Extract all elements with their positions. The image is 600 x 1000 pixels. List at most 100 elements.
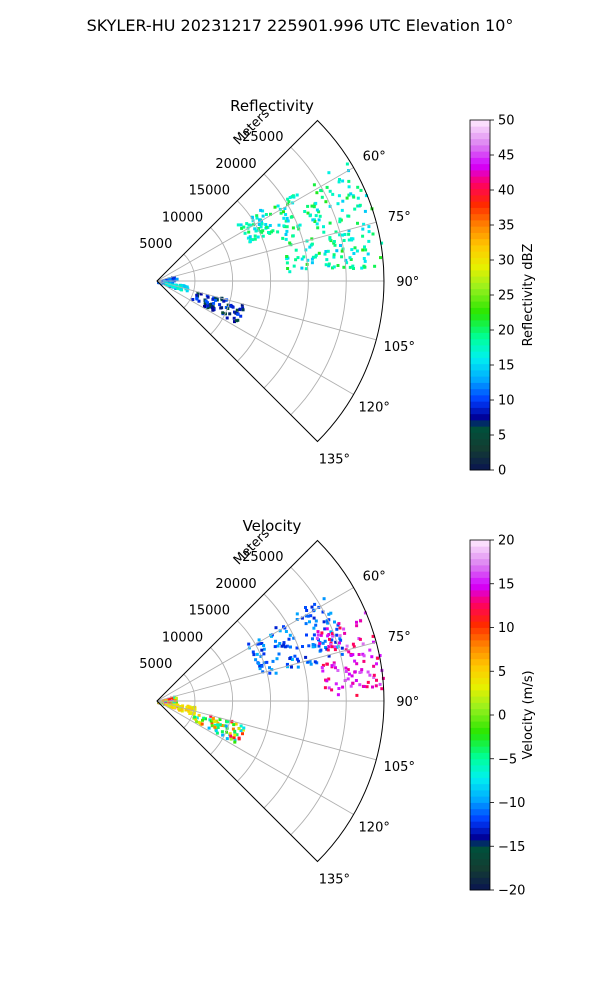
echo-gate	[239, 724, 243, 728]
echo-gate	[344, 258, 348, 262]
echo-gate	[261, 214, 265, 218]
echo-gate	[356, 204, 360, 208]
colorbar-bin	[470, 840, 490, 847]
echo-gate	[322, 225, 325, 229]
echo-gate	[179, 287, 183, 291]
echo-gate	[203, 301, 207, 305]
echo-gate	[330, 638, 334, 642]
echo-gate	[349, 654, 353, 657]
colorbar-bin	[470, 295, 490, 302]
sector-frame	[156, 119, 385, 443]
echo-gate	[225, 720, 229, 724]
angle-tick-label: 75°	[388, 630, 411, 645]
colorbar-bin	[470, 671, 490, 678]
colorbar-bin	[470, 157, 490, 165]
echo-gate	[349, 684, 353, 688]
echo-gate	[327, 686, 331, 690]
echo-gate	[245, 222, 249, 226]
echo-gate	[185, 705, 189, 709]
echo-gate	[338, 641, 341, 645]
range-ring	[263, 593, 309, 809]
echo-gate	[323, 639, 327, 643]
echo-gate	[364, 248, 368, 252]
echo-gate	[345, 644, 349, 648]
colorbar-bin	[470, 821, 490, 828]
colorbar-bin	[470, 690, 490, 697]
echo-gate	[167, 704, 171, 708]
echo-gate	[178, 284, 182, 288]
echo-gate	[284, 219, 288, 223]
echo-gate	[309, 662, 313, 666]
radial-tick-label: 5000	[139, 237, 172, 252]
echo-gate	[362, 222, 366, 226]
echo-gate	[268, 666, 271, 670]
echo-gate	[289, 215, 293, 219]
echo-gate	[248, 235, 252, 239]
echo-gate	[225, 737, 229, 741]
echo-gate	[297, 659, 300, 663]
colorbar-bin	[470, 852, 490, 860]
echo-gate	[329, 611, 333, 615]
echo-gate	[195, 296, 199, 300]
echo-gate	[282, 216, 286, 220]
echo-gate	[281, 236, 285, 240]
echo-gate	[282, 643, 286, 647]
echo-gate	[344, 670, 348, 673]
echo-gate	[327, 654, 331, 658]
echo-gate	[185, 285, 189, 289]
echo-gate	[236, 312, 240, 316]
angle-tick-label: 75°	[388, 210, 411, 225]
echo-gate	[347, 185, 351, 189]
echo-gate	[307, 644, 311, 648]
colorbar-bin	[470, 263, 490, 271]
radial-tick-label: 15000	[189, 604, 230, 619]
echo-gate	[193, 715, 197, 719]
echo-gate	[310, 257, 314, 261]
echo-gate	[326, 621, 330, 625]
echo-gate	[232, 723, 236, 727]
echo-gate	[288, 657, 292, 660]
echo-gate	[323, 627, 327, 631]
echo-gate	[363, 245, 366, 249]
echo-gate	[169, 700, 173, 704]
colorbar-bin	[470, 257, 490, 265]
echo-gate	[355, 693, 359, 697]
echo-gate	[333, 648, 337, 652]
echo-gate	[296, 665, 300, 669]
echo-gate	[258, 218, 261, 222]
echo-gate	[277, 223, 281, 227]
echo-gate	[356, 185, 360, 189]
echo-gate	[379, 256, 382, 260]
colorbar-bin	[470, 432, 490, 440]
echo-gate	[257, 227, 261, 230]
echo-gate	[284, 213, 288, 216]
colorbar-bin	[470, 363, 490, 371]
colorbar-bin	[470, 338, 490, 346]
echo-gate	[191, 706, 195, 710]
range-ring	[210, 647, 234, 755]
echo-gate	[356, 221, 359, 225]
echo-gate	[284, 630, 288, 633]
echo-gate	[304, 248, 308, 252]
echo-gate	[298, 223, 302, 227]
radial-tick-label: 15000	[189, 184, 230, 199]
echo-gate	[332, 255, 336, 259]
echo-gate	[231, 727, 235, 731]
radial-tick-label: 10000	[162, 631, 203, 646]
echo-gate	[212, 301, 216, 305]
colorbar-bin	[470, 320, 490, 327]
echo-gate	[216, 721, 220, 725]
echo-gate	[345, 162, 349, 166]
echo-gate	[215, 298, 219, 302]
echo-gate	[260, 642, 264, 645]
echo-gate	[258, 664, 262, 668]
angle-tick-label: 60°	[363, 150, 386, 165]
echo-gate	[306, 614, 310, 618]
colorbar-bin	[470, 583, 490, 591]
echo-gate	[330, 645, 334, 649]
echo-gate	[247, 642, 251, 646]
echo-gate	[352, 267, 355, 270]
echo-gate	[173, 695, 177, 699]
echo-gate	[257, 662, 261, 666]
angle-tick-label: 135°	[319, 452, 350, 467]
